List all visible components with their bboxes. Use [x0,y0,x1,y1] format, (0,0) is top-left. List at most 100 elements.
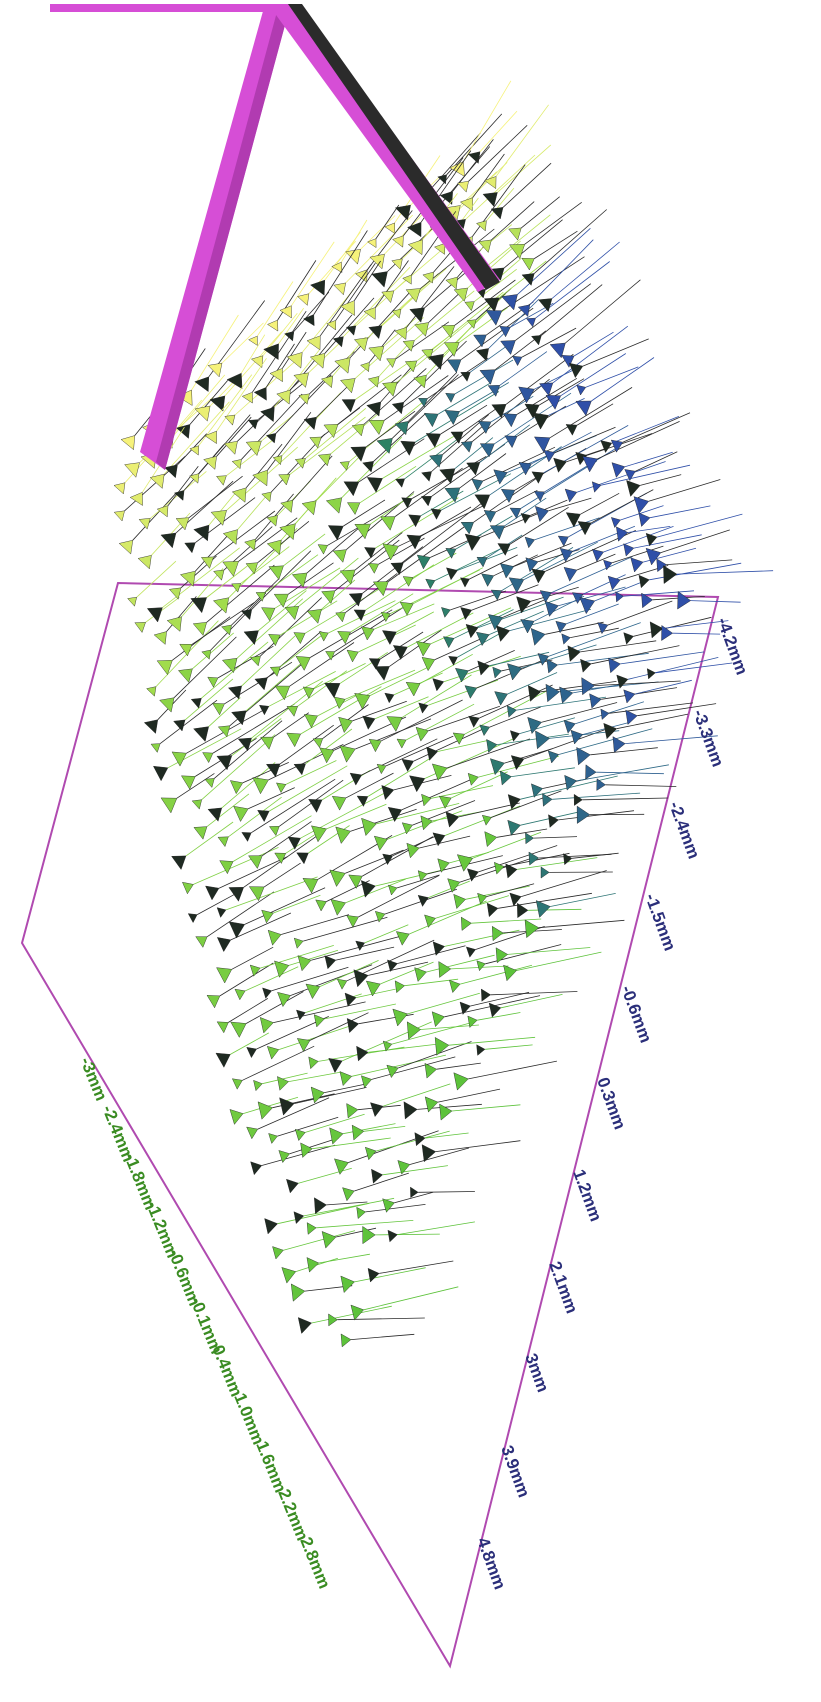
vector-shaft [470,991,530,1007]
vector-arrowhead [476,960,486,972]
vector-arrowhead [233,805,249,822]
vector-arrowhead [303,314,315,327]
vector-arrowhead [492,666,503,679]
vector-shaft [354,1267,426,1283]
vector-arrowhead [343,481,360,497]
vector-arrowhead [531,335,542,346]
vector-shaft [245,443,283,489]
vector-arrowhead [203,456,217,470]
vector-arrowhead [404,360,418,373]
vector-arrowhead [156,505,169,518]
vector-arrowhead [531,568,546,584]
y-tick-label: 0.4mm [208,1342,246,1399]
vector-arrowhead [524,536,536,549]
vector-shaft [566,447,609,463]
vector-arrowhead [252,777,269,795]
vector-shaft [294,1087,367,1104]
vector-arrowhead [328,1058,343,1074]
vector-arrowhead [366,477,383,493]
vector-shaft [576,403,614,426]
vector-arrowhead [539,590,552,603]
vector-shaft [590,747,658,756]
vector-arrowhead [468,715,480,728]
vector-shaft [380,631,424,660]
vector-shaft [418,1191,475,1193]
vector-arrowhead [353,969,369,988]
vector-arrowhead [415,726,429,742]
vector-shaft [507,947,591,955]
vector-shaft [303,916,388,942]
vector-arrowhead [487,385,501,397]
vector-arrowhead [527,685,542,702]
vector-arrowhead [207,676,219,688]
vector-arrowhead [531,471,544,484]
vector-arrowhead [260,406,275,422]
vector-arrowhead [229,1109,244,1125]
vector-shaft [428,880,470,898]
vector-arrowhead [365,980,381,997]
vector-arrowhead [448,656,458,666]
vector-shaft [521,870,607,897]
vector-shaft [324,1084,364,1093]
vector-arrowhead [329,869,346,887]
vector-arrowhead [445,811,460,828]
vector-shaft [622,412,691,443]
vector-arrowhead [327,525,344,541]
vector-arrowhead [306,1257,320,1273]
vector-arrowhead [332,336,344,348]
vector-shaft [305,407,367,459]
vector-arrowhead [467,1015,478,1028]
vector-arrowhead [373,835,388,851]
vector-arrowhead [661,625,674,641]
vector-shaft [355,718,432,750]
vector-arrowhead [195,936,208,948]
vector-shaft [374,603,435,630]
vector-arrowhead [564,774,578,791]
vector-arrowhead [447,878,461,893]
vector-arrowhead [146,607,163,623]
vector-arrowhead [245,440,262,457]
vector-shaft [288,949,339,966]
vector-shaft [368,329,396,363]
vector-shaft [230,912,292,941]
vector-arrowhead [179,643,193,657]
vector-arrowhead [464,685,478,699]
vector-arrowhead [260,736,274,750]
vector-shaft [596,771,664,775]
vector-arrowhead [331,795,347,811]
vector-arrowhead [231,459,242,470]
vector-shaft [216,358,267,432]
vector-shaft [313,230,368,315]
vector-shaft [398,1041,472,1069]
vector-shaft [350,1333,415,1340]
vector-shaft [132,493,176,541]
vector-arrowhead [591,481,602,493]
vector-arrowhead [248,419,259,430]
vector-arrowhead [129,492,143,506]
vector-shaft [343,266,411,337]
vector-shaft [173,636,237,698]
vector-arrowhead [506,705,517,718]
vector-arrowhead [201,649,212,660]
vector-shaft [521,644,597,669]
vector-shaft [458,802,520,818]
vector-shaft [356,988,396,998]
vector-arrowhead [355,940,366,951]
vector-arrowhead [368,563,380,574]
vector-shaft [368,961,429,976]
vector-arrowhead [382,381,398,397]
vector-arrowhead [439,191,453,205]
vector-shaft [468,1060,557,1080]
vector-shaft [541,284,603,336]
vector-shaft [326,1201,368,1206]
vector-shaft [412,552,457,578]
vector-arrowhead [278,1150,291,1164]
vector-arrowhead [176,424,191,439]
vector-arrowhead [308,799,323,813]
vector-shaft [304,584,386,634]
vector-shaft [210,592,267,651]
vector-shaft [486,214,551,268]
vector-arrowhead [524,403,540,419]
vector-arrowhead [633,496,650,514]
vector-arrowhead [445,548,457,559]
